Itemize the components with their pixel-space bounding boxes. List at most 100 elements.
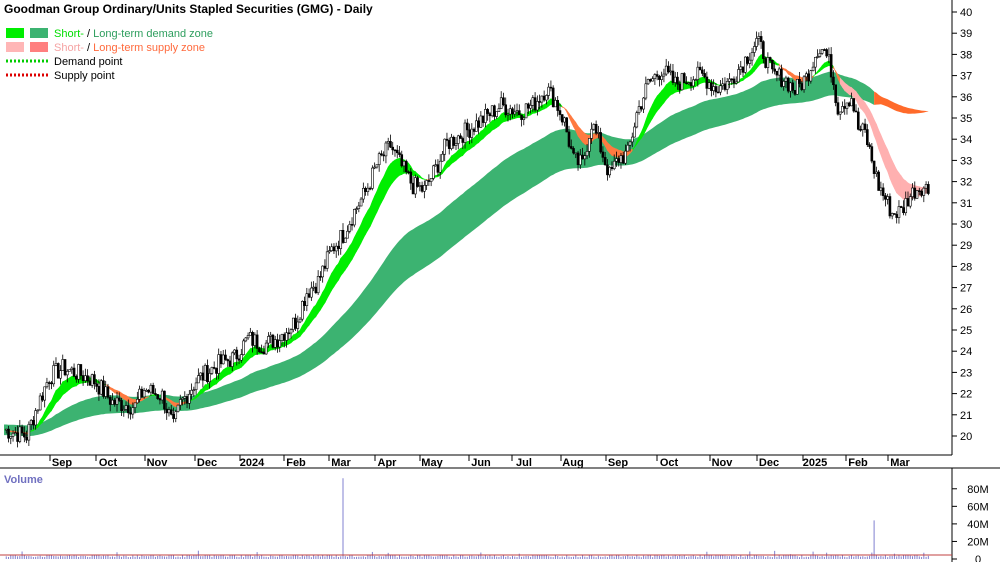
- candle-body: [317, 276, 319, 292]
- candle-body: [401, 155, 403, 166]
- y-tick-label: 39: [960, 28, 972, 40]
- candle-body: [638, 107, 640, 113]
- legend-label-part: Supply point: [54, 70, 115, 82]
- candle-body: [109, 397, 111, 404]
- candle-body: [676, 77, 678, 84]
- candle-body: [374, 167, 376, 168]
- short-demand-segment: [476, 134, 478, 144]
- candle-body: [516, 111, 518, 112]
- candle-body: [455, 144, 457, 146]
- candle-body: [279, 341, 281, 347]
- candle-body: [487, 109, 489, 113]
- candle-body: [64, 359, 66, 374]
- candle-body: [179, 399, 181, 405]
- candle-body: [353, 209, 355, 225]
- short-demand-segment: [386, 167, 388, 194]
- candle-body: [550, 87, 552, 88]
- candle-body: [121, 400, 123, 410]
- candle-body: [19, 427, 21, 442]
- candle-body: [902, 208, 904, 213]
- candle-body: [385, 143, 387, 156]
- candle-body: [482, 116, 484, 123]
- x-tick-label: Nov: [712, 457, 734, 469]
- candle-body: [579, 155, 581, 165]
- candle-body: [783, 81, 785, 86]
- candle-body: [618, 159, 620, 163]
- short-demand-segment: [668, 81, 670, 97]
- candle-body: [819, 53, 821, 56]
- candle-body: [667, 66, 669, 72]
- candle-body: [636, 113, 638, 127]
- candle-body: [265, 343, 267, 354]
- y-tick-label: 27: [960, 283, 972, 295]
- candle-body: [841, 106, 843, 112]
- x-tick-label: Oct: [660, 457, 679, 469]
- candle-body: [835, 85, 837, 103]
- candle-body: [114, 400, 116, 404]
- candle-body: [882, 188, 884, 196]
- candle-body: [299, 319, 301, 322]
- volume-tick-label: 20M: [967, 536, 988, 548]
- short-demand-segment: [700, 77, 702, 83]
- candle-body: [751, 52, 753, 60]
- candle-body: [663, 74, 665, 76]
- candle-body: [272, 335, 274, 347]
- candle-body: [767, 57, 769, 67]
- candle-body: [173, 414, 175, 418]
- short-demand-segment: [228, 367, 230, 375]
- candle-body: [875, 172, 877, 174]
- candle-body: [731, 79, 733, 80]
- candle-body: [143, 391, 145, 397]
- candle-body: [588, 138, 590, 151]
- candle-body: [563, 118, 565, 122]
- y-tick-label: 22: [960, 389, 972, 401]
- candle-body: [826, 50, 828, 56]
- candle-body: [204, 365, 206, 380]
- candle-body: [100, 381, 102, 395]
- candle-body: [410, 172, 412, 183]
- candle-body: [557, 100, 559, 110]
- candle-body: [184, 396, 186, 398]
- candle-body: [344, 238, 346, 242]
- legend-label-part: Short-: [54, 42, 84, 54]
- candle-body: [71, 368, 73, 370]
- candle-body: [414, 178, 416, 194]
- short-demand-segment: [363, 215, 365, 239]
- candle-body: [62, 359, 64, 370]
- candle-body: [532, 98, 534, 106]
- candle-body: [297, 322, 299, 328]
- candle-body: [907, 198, 909, 206]
- candle-body: [484, 109, 486, 122]
- candle-body: [188, 394, 190, 403]
- candle-body: [661, 76, 663, 80]
- candle-body: [491, 106, 493, 116]
- candle-body: [665, 66, 667, 74]
- candle-body: [335, 246, 337, 251]
- short-demand-segment: [58, 386, 60, 401]
- candle-body: [889, 197, 891, 216]
- candle-body: [652, 79, 654, 81]
- candle-body: [808, 74, 810, 81]
- candle-body: [46, 383, 48, 387]
- candle-body: [197, 376, 199, 383]
- candle-body: [570, 146, 572, 148]
- candle-body: [733, 79, 735, 83]
- short-demand-segment: [293, 334, 295, 341]
- candle-body: [310, 288, 312, 297]
- candle-body: [39, 396, 41, 410]
- y-tick-label: 38: [960, 49, 972, 61]
- candle-body: [421, 185, 423, 191]
- candle-body: [222, 355, 224, 364]
- candle-body: [89, 381, 91, 385]
- candle-body: [502, 98, 504, 105]
- candle-body: [498, 109, 500, 112]
- candle-body: [629, 142, 631, 145]
- candle-body: [690, 83, 692, 86]
- candle-body: [464, 123, 466, 142]
- candle-body: [304, 301, 306, 305]
- short-demand-segment: [341, 256, 343, 276]
- candle-body: [102, 381, 104, 397]
- candle-body: [480, 116, 482, 127]
- candle-body: [322, 266, 324, 277]
- candle-body: [170, 410, 172, 415]
